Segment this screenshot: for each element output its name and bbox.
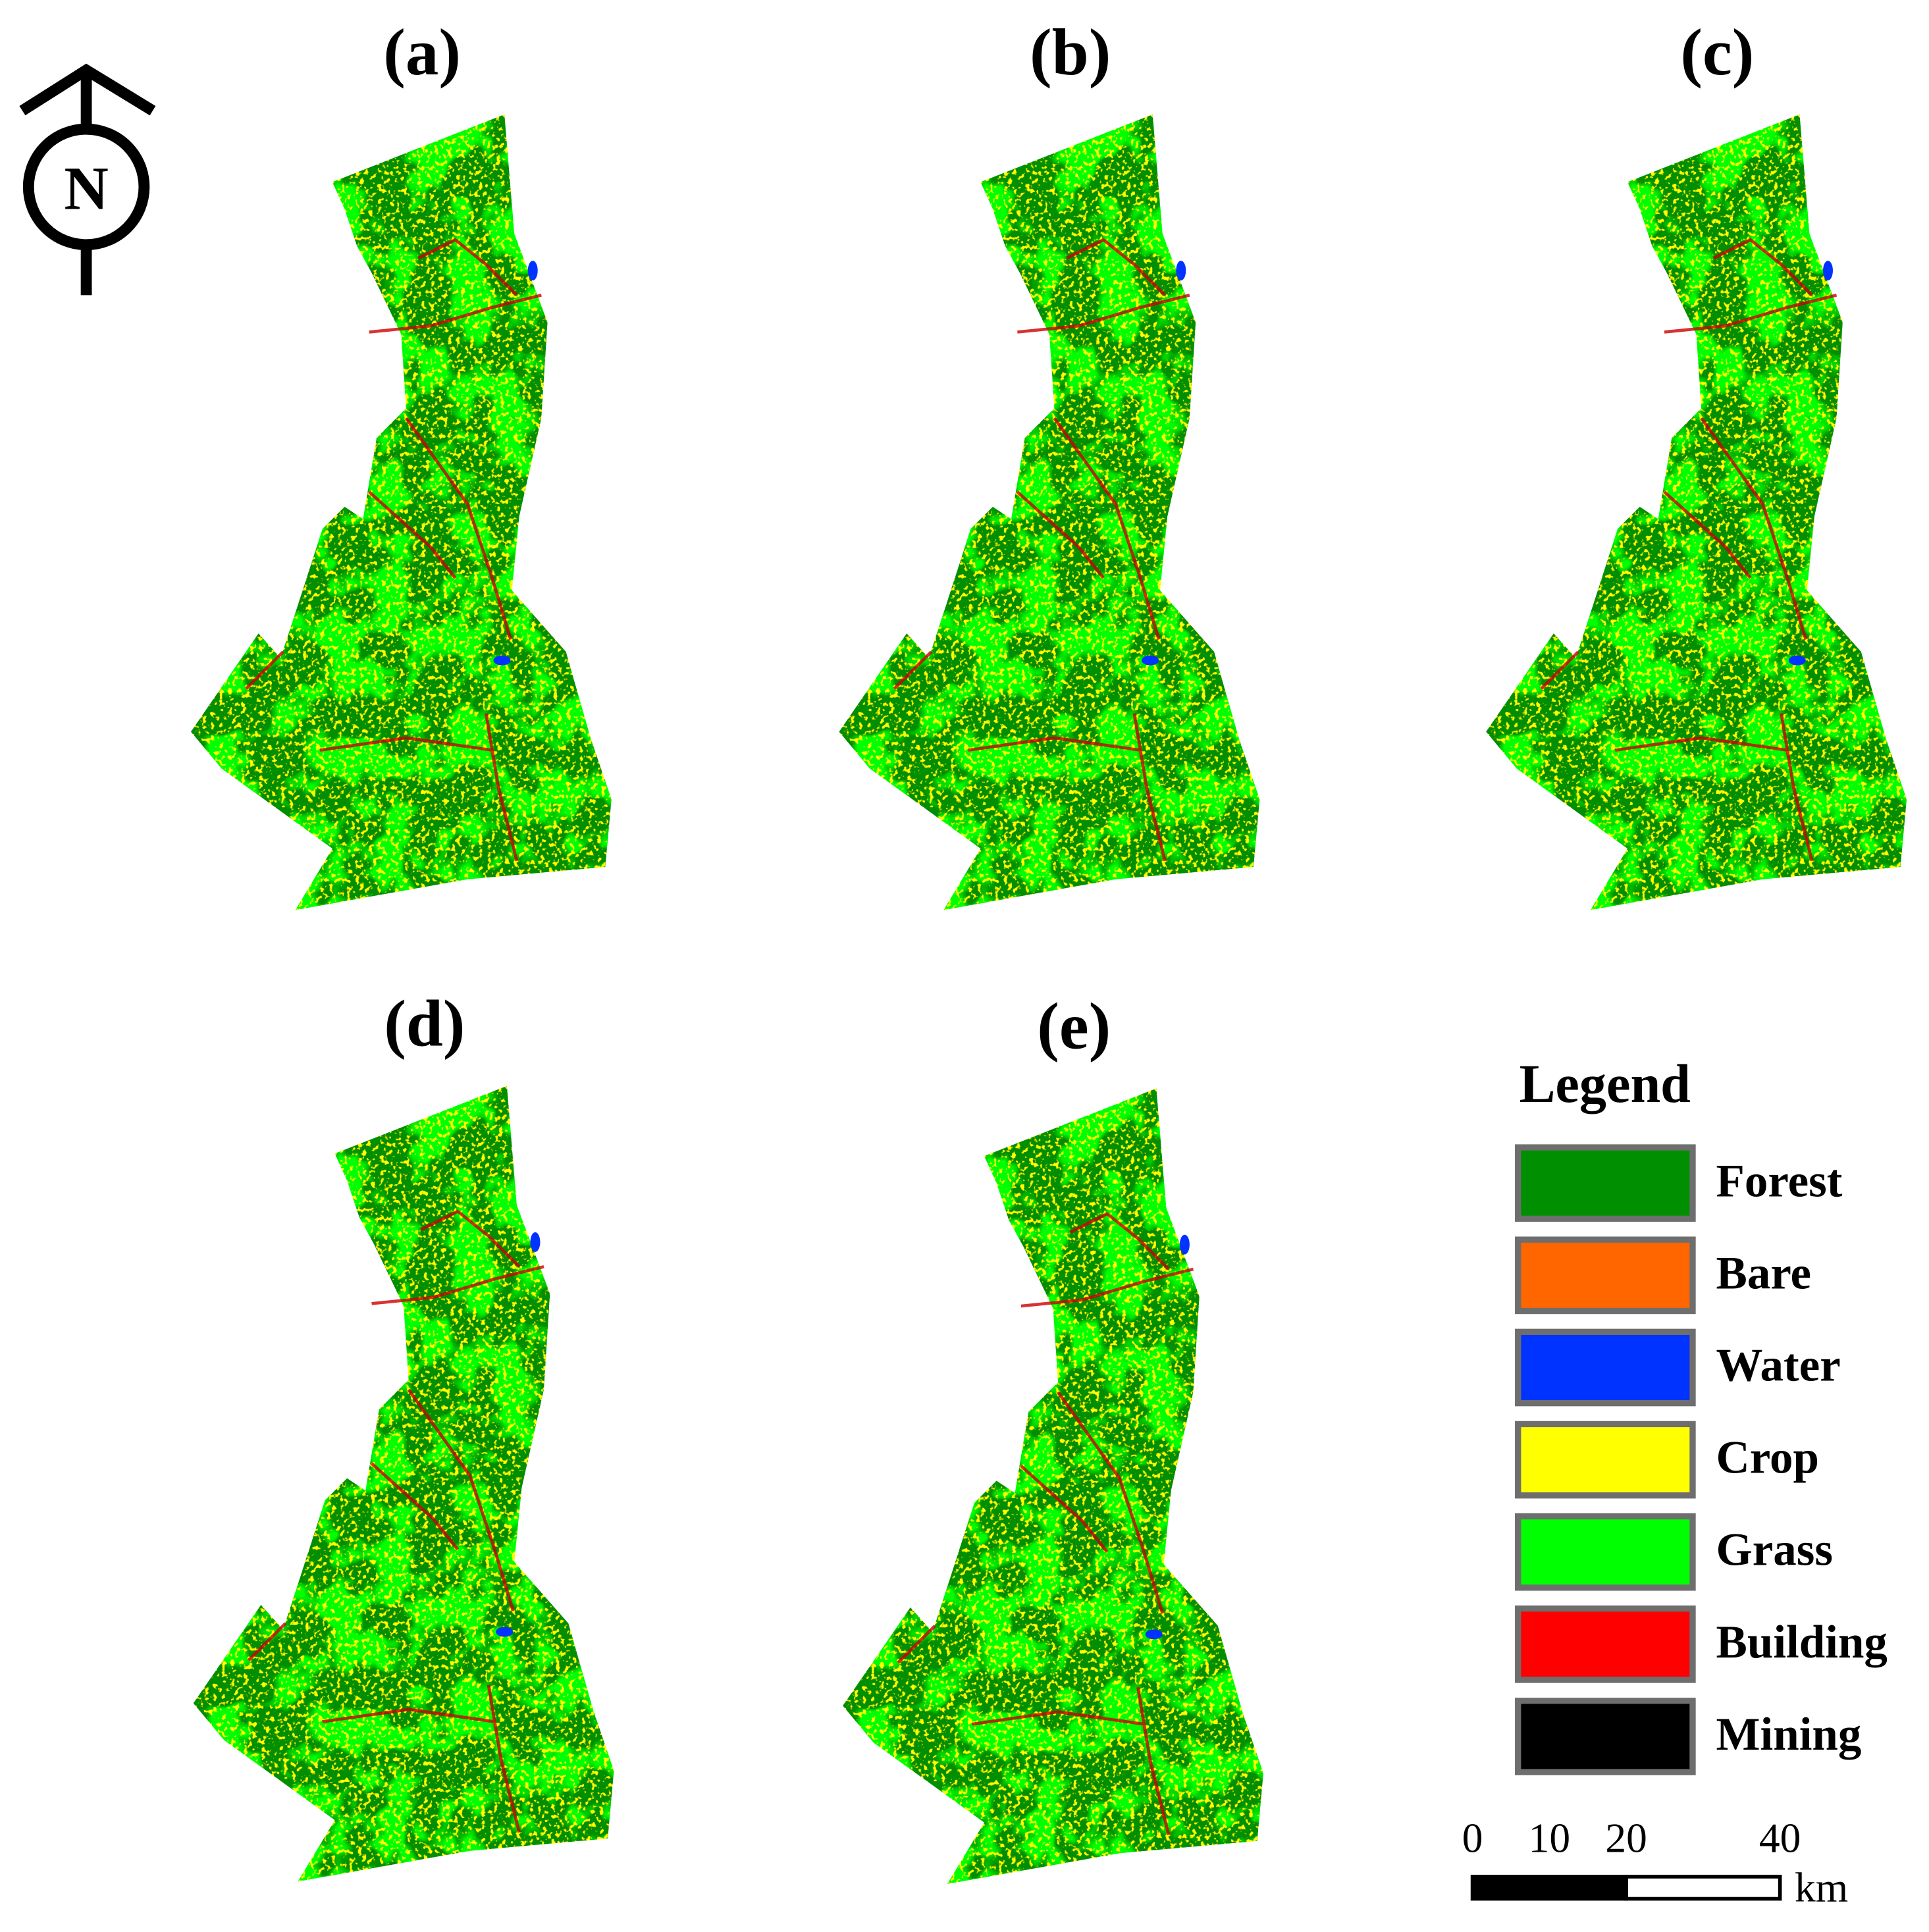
legend-title: Legend xyxy=(1519,1054,1691,1114)
scale-label: 10 xyxy=(1529,1815,1571,1862)
legend-swatch xyxy=(1515,1421,1696,1499)
scale-label: 20 xyxy=(1605,1815,1647,1862)
water-body xyxy=(530,1232,541,1252)
legend-label: Building xyxy=(1716,1617,1887,1668)
north-label: N xyxy=(64,155,108,223)
legend-swatch xyxy=(1515,1236,1696,1315)
settlement-line xyxy=(897,1625,1171,1835)
map-panel: (c) xyxy=(1486,15,1907,910)
legend-label: Forest xyxy=(1716,1155,1842,1207)
scale-label: 40 xyxy=(1759,1815,1801,1862)
water-body xyxy=(1176,261,1186,280)
legend-swatch xyxy=(1515,1513,1696,1591)
legend-swatch xyxy=(1515,1144,1696,1222)
water-body xyxy=(1788,655,1806,666)
legend-swatch xyxy=(1515,1328,1696,1407)
panel-title: (e) xyxy=(1037,989,1111,1062)
settlement-line xyxy=(1540,650,1814,862)
water-body xyxy=(1823,261,1833,280)
water-body xyxy=(1179,1234,1190,1255)
land-cover-map xyxy=(1486,114,1907,910)
land-cover-map xyxy=(190,114,612,910)
scale-segment xyxy=(1624,1875,1782,1901)
settlement-line xyxy=(370,1388,515,1612)
legend-label: Crop xyxy=(1716,1432,1818,1484)
land-cover-map xyxy=(839,114,1260,910)
panel-title: (b) xyxy=(1030,15,1111,89)
legend-swatch xyxy=(1515,1605,1696,1683)
settlement-line xyxy=(248,1622,521,1833)
map-area xyxy=(1486,114,1907,910)
map-area xyxy=(193,1085,614,1882)
legend-swatch xyxy=(1515,1698,1696,1775)
water-body xyxy=(496,1627,514,1637)
settlement-line xyxy=(1020,1391,1165,1614)
water-body xyxy=(1142,655,1159,666)
settlement-line xyxy=(371,1209,544,1305)
settlement-line xyxy=(245,650,519,862)
legend: Forest Bare Water Crop Grass Building Mining xyxy=(1515,1144,1888,1775)
land-cover-map xyxy=(843,1088,1263,1885)
settlement-line xyxy=(368,417,512,640)
panel-title: (a) xyxy=(383,15,461,89)
water-body xyxy=(1145,1629,1163,1640)
scale-unit: km xyxy=(1795,1864,1848,1910)
map-area xyxy=(190,114,612,910)
north-arrow xyxy=(19,63,156,296)
settlement-line xyxy=(1664,238,1837,334)
settlement-line xyxy=(1663,417,1808,640)
settlement-line xyxy=(1020,1212,1194,1308)
map-panel: (a) xyxy=(190,15,612,910)
settlement-line xyxy=(369,238,542,334)
scale-segment xyxy=(1470,1875,1628,1901)
legend-label: Mining xyxy=(1716,1709,1861,1760)
legend-label: Grass xyxy=(1716,1525,1832,1576)
scale-label: 0 xyxy=(1462,1815,1483,1862)
settlement-line xyxy=(1016,417,1161,640)
map-panel: (b) xyxy=(839,15,1260,910)
settlement-line xyxy=(1017,238,1190,334)
legend-label: Water xyxy=(1716,1340,1840,1392)
land-cover-map xyxy=(193,1085,614,1882)
panels: (a) (b) (c) (d) (e) xyxy=(190,15,1907,1885)
panel-title: (c) xyxy=(1680,15,1754,89)
settlement-line xyxy=(893,650,1167,862)
water-body xyxy=(527,261,538,280)
map-panel: (e) xyxy=(843,989,1263,1885)
water-body xyxy=(493,655,511,666)
map-panel: (d) xyxy=(193,987,614,1882)
panel-title: (d) xyxy=(384,987,465,1060)
legend-label: Bare xyxy=(1716,1247,1811,1299)
map-area xyxy=(843,1088,1263,1885)
map-area xyxy=(839,114,1260,910)
